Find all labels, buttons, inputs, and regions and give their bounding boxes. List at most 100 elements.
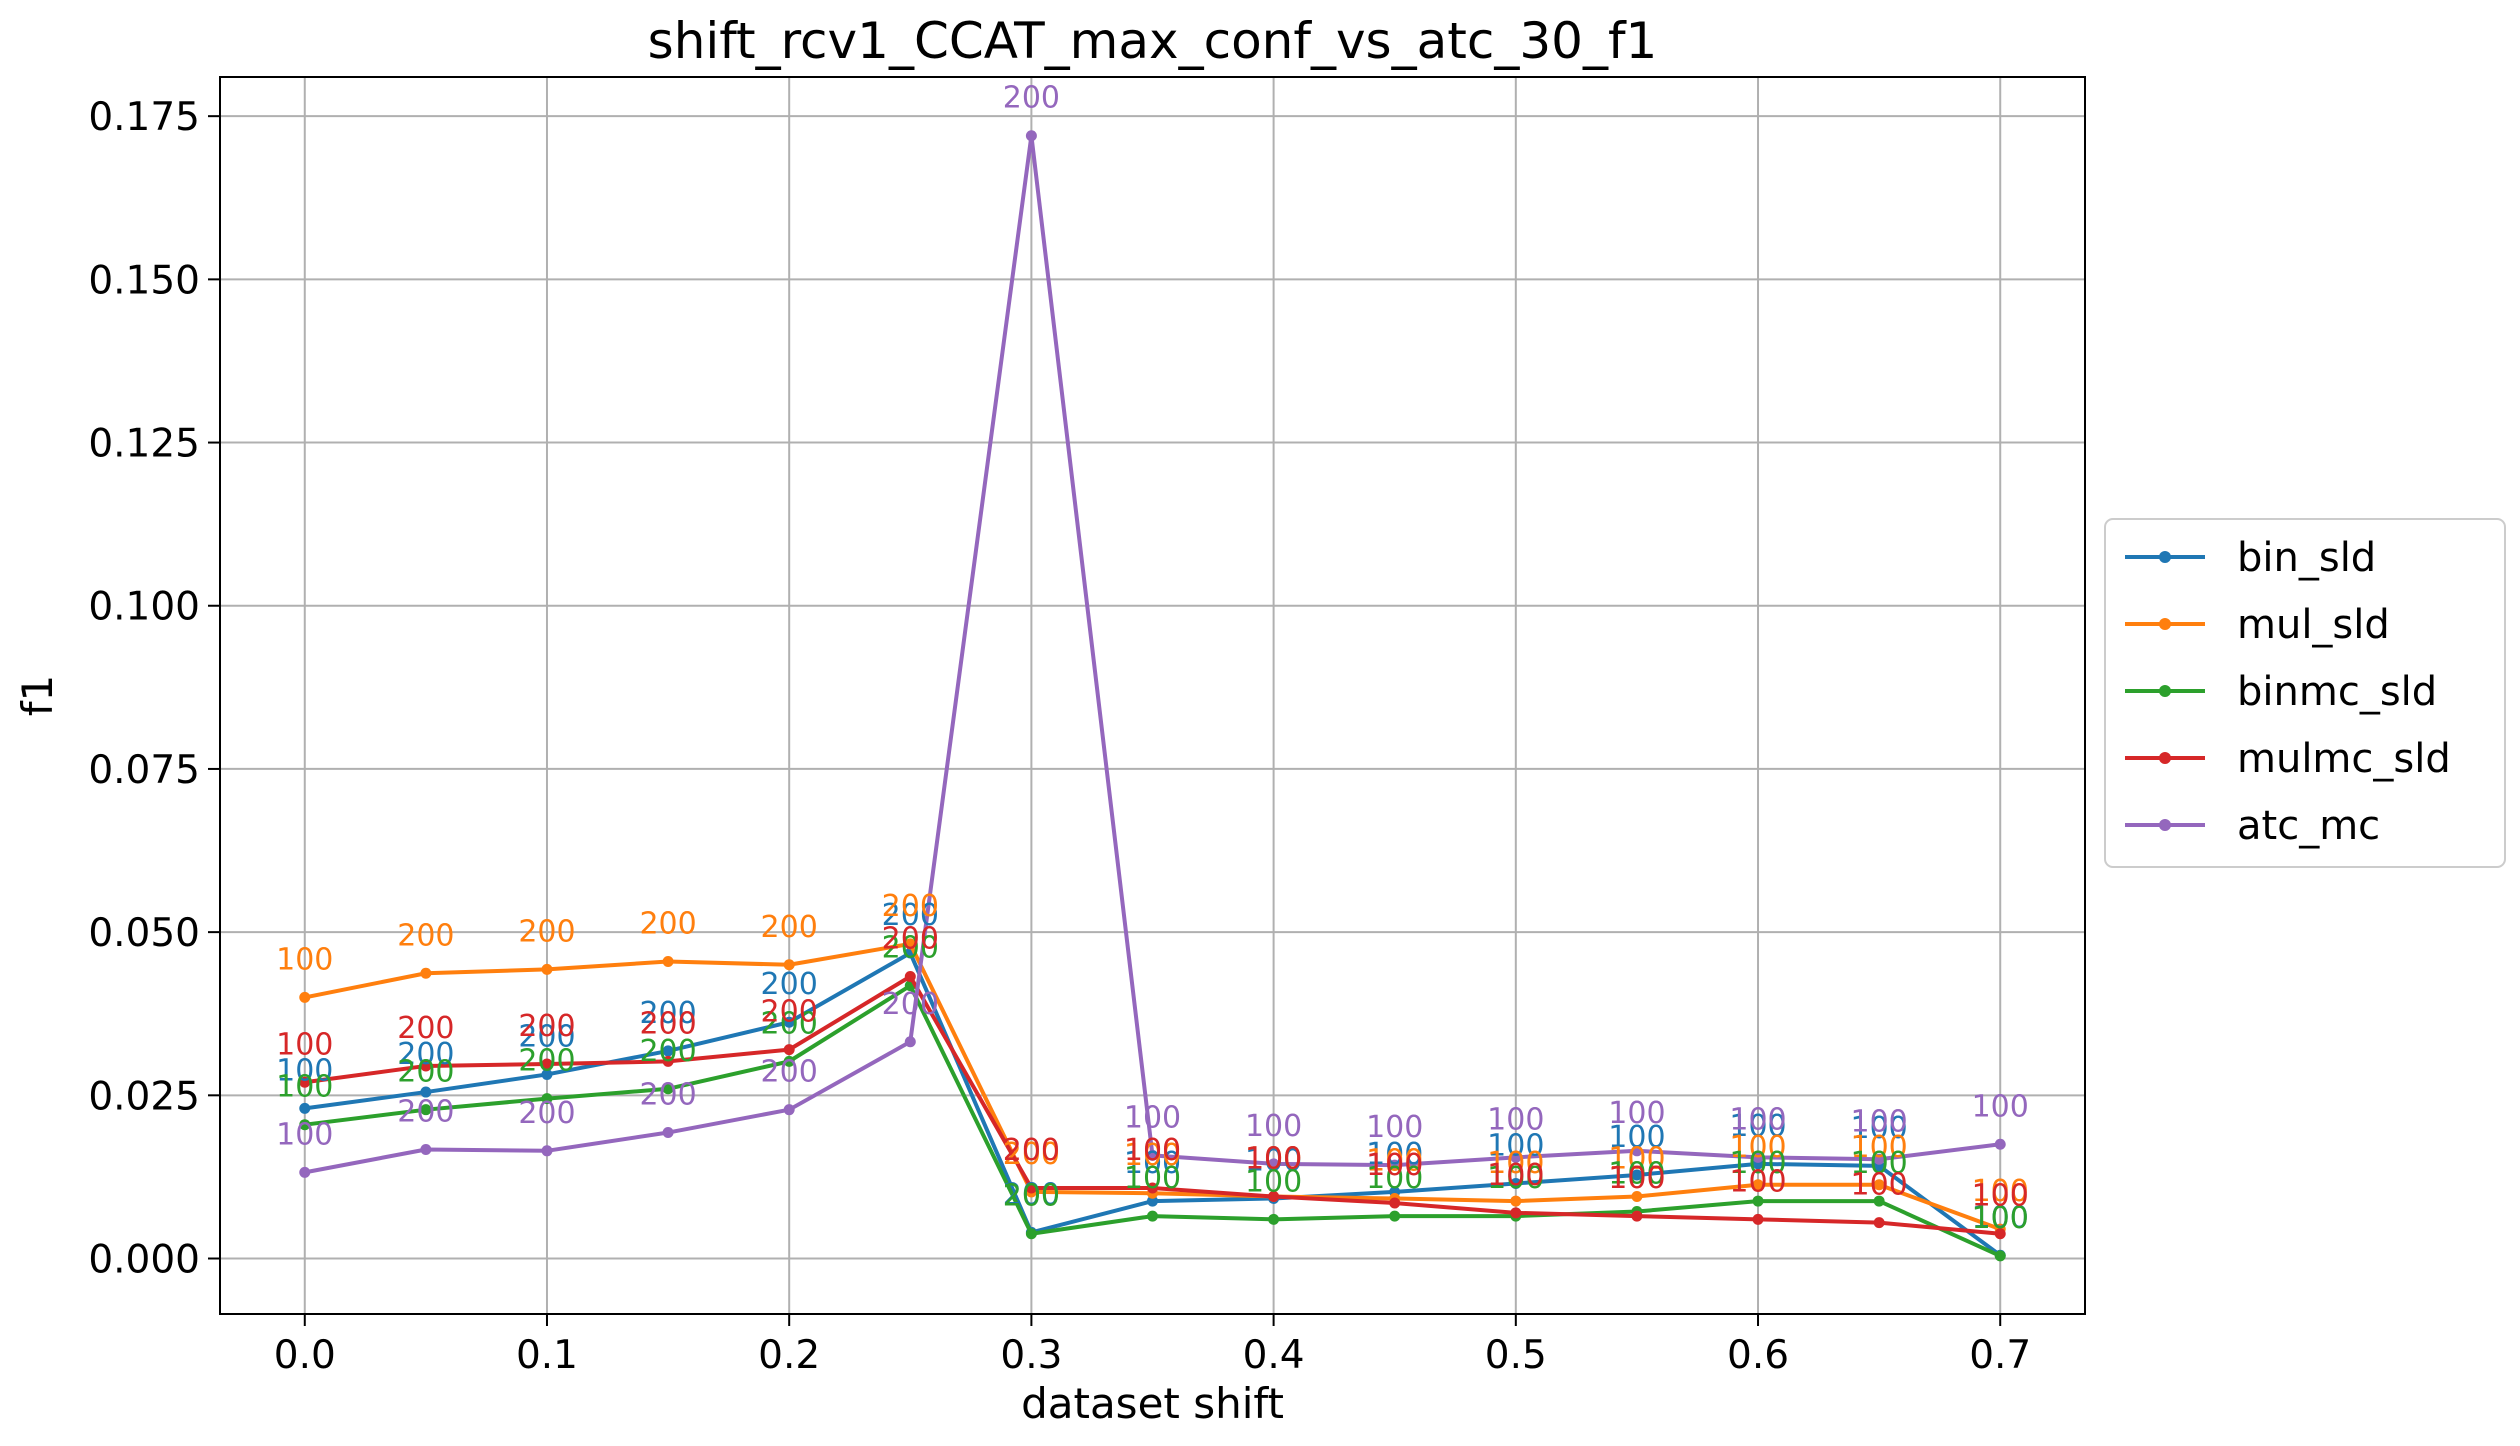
data-label: 200 (882, 889, 939, 924)
data-label: 100 (1850, 1130, 1907, 1165)
x-axis-label: dataset shift (1021, 1379, 1284, 1428)
data-label: 200 (761, 967, 818, 1002)
legend-marker (2159, 685, 2171, 697)
data-label: 100 (1124, 1146, 1181, 1181)
data-label: 100 (1850, 1104, 1907, 1139)
data-label: 100 (1972, 1200, 2029, 1235)
data-point (299, 1102, 311, 1114)
data-point (1752, 1195, 1764, 1207)
data-point (662, 1127, 674, 1139)
y-axis-ticks: 0.000 0.025 0.050 0.075 0.100 0.125 0.150 0.175 (88, 95, 220, 1283)
y-tick-label: 0.050 (88, 911, 200, 956)
data-label: 100 (1729, 1164, 1786, 1199)
data-point (1389, 1197, 1401, 1209)
data-label: 200 (397, 1055, 454, 1090)
data-label: 100 (1850, 1146, 1907, 1181)
data-label: 100 (1729, 1130, 1786, 1165)
data-label: 100 (1245, 1143, 1302, 1178)
series-mulmc-sld (299, 971, 2006, 1240)
data-label: 100 (1850, 1168, 1907, 1203)
data-point (1994, 1228, 2006, 1240)
data-point (1631, 1145, 1643, 1157)
data-point (1752, 1179, 1764, 1191)
data-label: 100 (1729, 1102, 1786, 1137)
data-label: 100 (276, 942, 333, 977)
data-label: 100 (1729, 1109, 1786, 1144)
data-point (299, 991, 311, 1003)
data-point (783, 1016, 795, 1028)
legend-marker (2159, 618, 2171, 630)
data-label: 100 (1124, 1100, 1181, 1135)
data-point (1268, 1213, 1280, 1225)
plot-frame (219, 76, 2086, 1315)
series-lines (299, 130, 2006, 1262)
grid-lines (220, 77, 2085, 1314)
data-point (1389, 1159, 1401, 1171)
data-point (541, 1093, 553, 1105)
data-point (1752, 1213, 1764, 1225)
data-label: 100 (1972, 1179, 2029, 1214)
data-label: 100 (1972, 1174, 2029, 1209)
data-label: 200 (1003, 1137, 1060, 1172)
data-label: 100 (276, 1070, 333, 1105)
data-point (420, 1086, 432, 1098)
data-label: 200 (882, 987, 939, 1022)
x-tick-label: 0.3 (1000, 1333, 1062, 1378)
legend-marker (2159, 752, 2171, 764)
data-label: 100 (1608, 1157, 1665, 1192)
data-point (1147, 1210, 1158, 1222)
data-label: 200 (1003, 1179, 1060, 1214)
data-point (1025, 1228, 1037, 1240)
x-tick-label: 0.7 (1969, 1333, 2031, 1378)
y-tick-label: 0.175 (88, 95, 200, 140)
data-point (541, 1068, 553, 1080)
data-label: 100 (1487, 1102, 1544, 1137)
data-point (662, 1045, 674, 1057)
data-label: 100 (1124, 1138, 1181, 1173)
data-point (1873, 1153, 1885, 1165)
legend-item-atc-mc: atc_mc (2125, 803, 2380, 849)
legend-item-bin-sld: bin_sld (2125, 535, 2376, 581)
data-label: 100 (1124, 1161, 1181, 1196)
data-point (1873, 1195, 1885, 1207)
data-point (1389, 1210, 1401, 1222)
data-label: 200 (882, 922, 939, 957)
data-point (1510, 1195, 1522, 1207)
data-label: 200 (397, 1037, 454, 1072)
data-label: 100 (276, 1117, 333, 1152)
data-point (1268, 1191, 1280, 1203)
data-label: 100 (1366, 1148, 1423, 1183)
legend-label: mul_sld (2237, 602, 2390, 648)
data-label: 100 (276, 1053, 333, 1088)
data-label: 100 (1972, 1201, 2029, 1236)
legend-label: bin_sld (2237, 535, 2376, 581)
data-label: 100 (1608, 1120, 1665, 1155)
series-binmc-sld (299, 980, 2006, 1262)
data-label: 100 (1850, 1111, 1907, 1146)
data-point (541, 1145, 553, 1157)
y-tick-label: 0.125 (88, 422, 200, 467)
data-label: 200 (1003, 1133, 1060, 1168)
x-tick-label: 0.5 (1485, 1333, 1547, 1378)
data-point (783, 1055, 795, 1067)
data-label: 200 (397, 1095, 454, 1130)
x-tick-label: 0.2 (758, 1333, 820, 1378)
x-tick-label: 0.4 (1243, 1333, 1305, 1378)
data-label: 100 (1124, 1133, 1181, 1168)
legend-box (2104, 518, 2506, 868)
data-point (1147, 1195, 1158, 1207)
data-label: 100 (1608, 1096, 1665, 1131)
data-point (299, 1166, 311, 1178)
data-point (904, 1036, 916, 1048)
data-point (1510, 1207, 1522, 1219)
data-label: 200 (761, 1055, 818, 1090)
data-point (420, 1144, 432, 1156)
data-point (1994, 1250, 2006, 1262)
data-label: 100 (1487, 1161, 1544, 1196)
y-axis-label: f1 (13, 675, 62, 717)
data-label: 200 (882, 898, 939, 933)
data-label: 100 (1245, 1142, 1302, 1177)
data-point (904, 938, 916, 950)
